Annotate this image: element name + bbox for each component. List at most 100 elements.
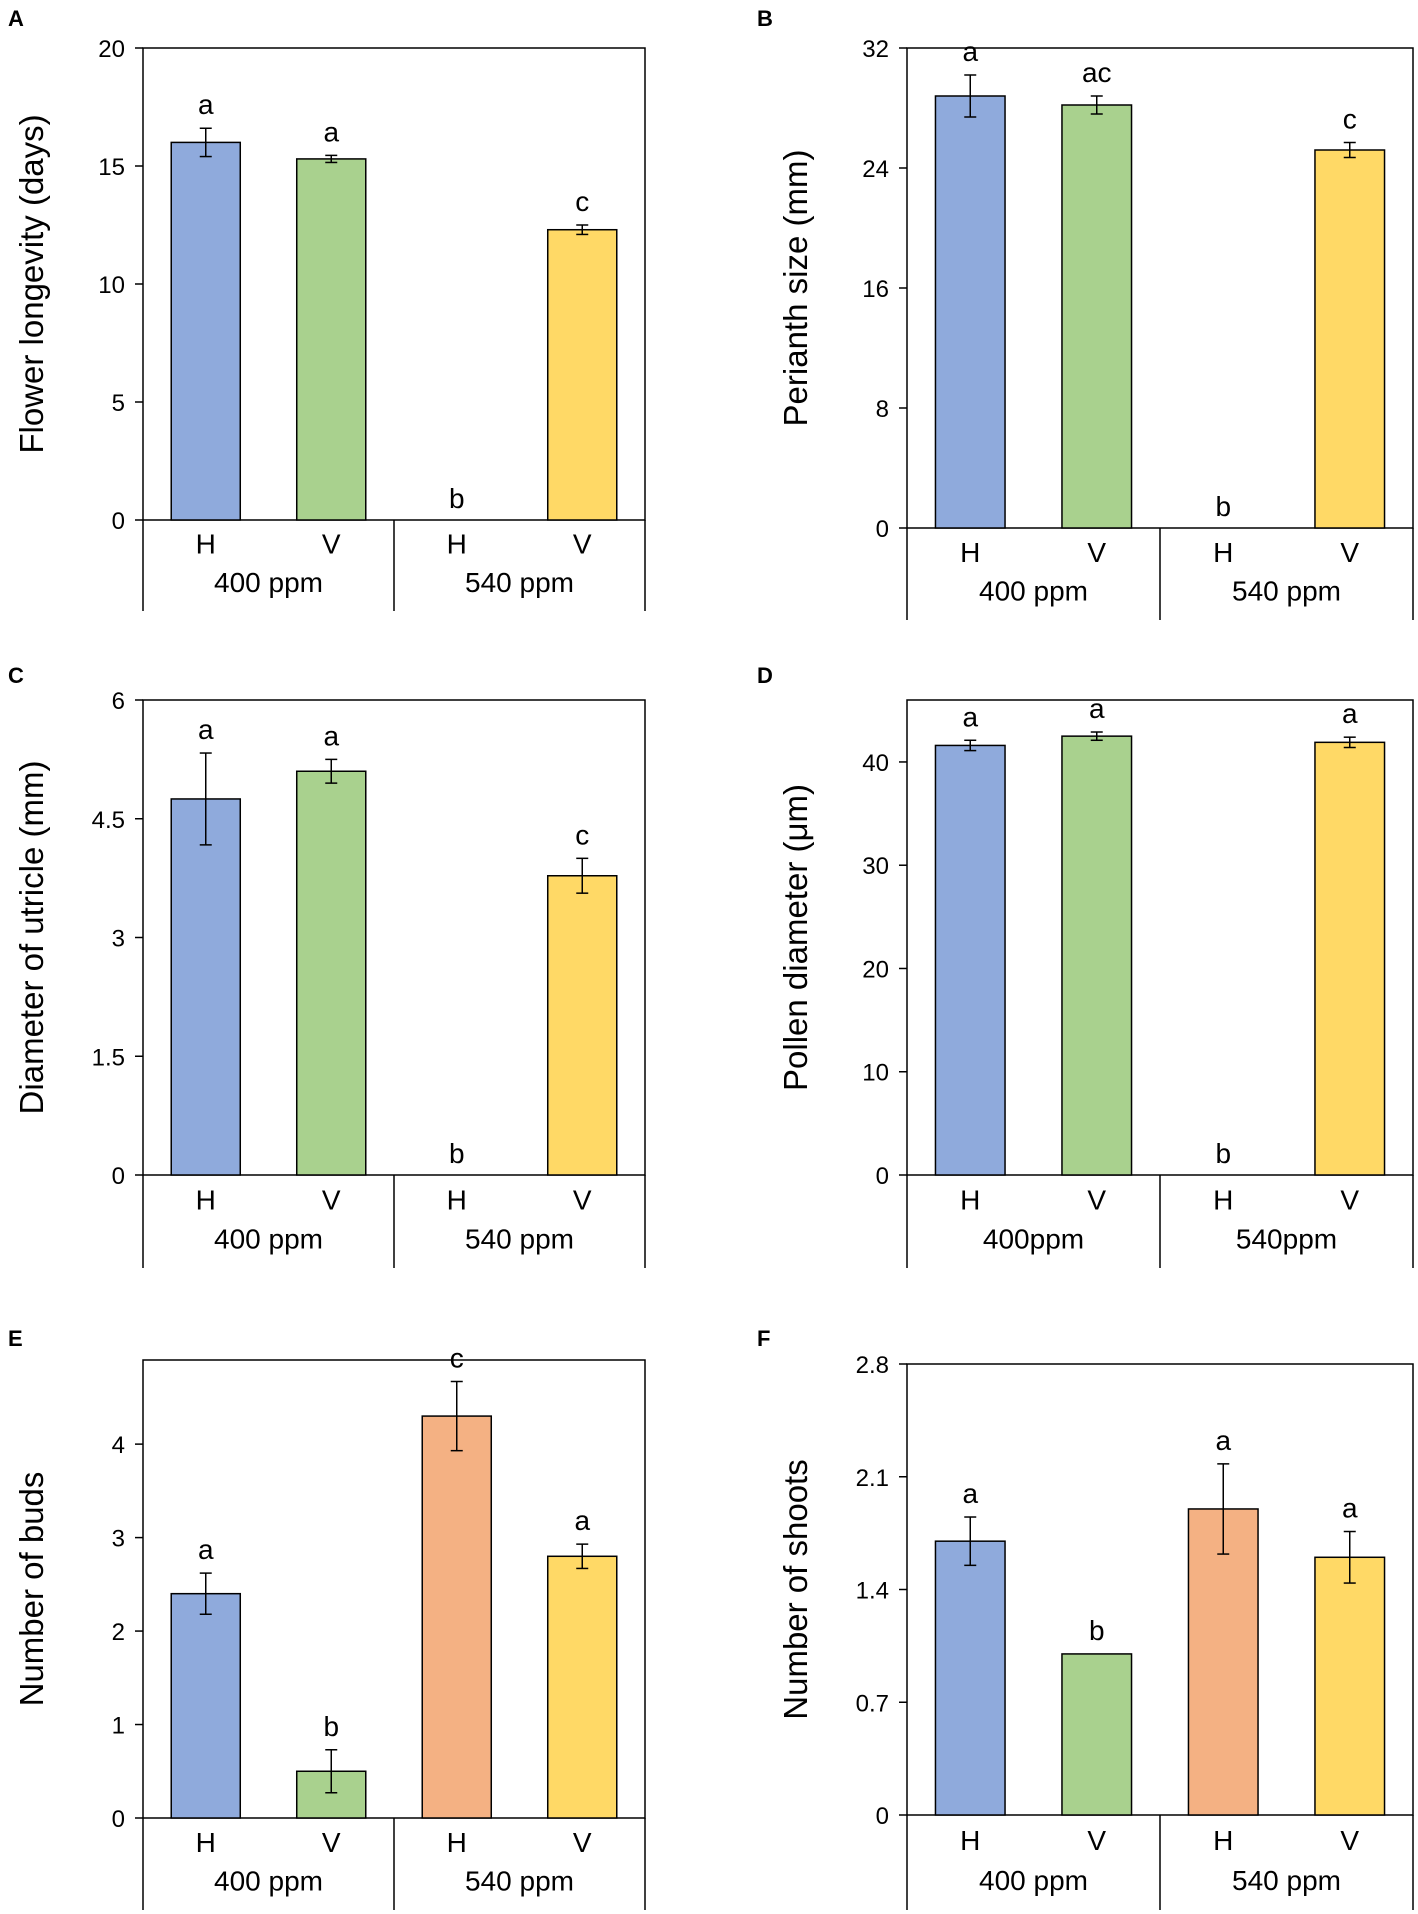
bar bbox=[1314, 1556, 1386, 1816]
y-tick-label: 10 bbox=[862, 1060, 889, 1087]
significance-label: a bbox=[962, 1478, 978, 1509]
bar bbox=[170, 1592, 242, 1819]
group-label: 540 ppm bbox=[465, 1866, 574, 1897]
significance-label: c bbox=[1343, 104, 1357, 135]
bar bbox=[546, 1555, 618, 1819]
significance-label: a bbox=[198, 1534, 214, 1565]
y-axis-label: Diameter of utricle (mm) bbox=[13, 761, 50, 1115]
y-tick-label: 20 bbox=[98, 36, 125, 63]
y-tick-label: 40 bbox=[862, 750, 889, 777]
y-tick-label: 0 bbox=[112, 1163, 125, 1190]
y-tick-label: 0 bbox=[876, 1163, 889, 1190]
significance-label: a bbox=[198, 714, 214, 745]
significance-label: a bbox=[323, 116, 339, 147]
panel-letter: B bbox=[757, 6, 773, 31]
category-label: V bbox=[573, 1184, 592, 1215]
bar bbox=[170, 141, 242, 521]
category-label: H bbox=[447, 529, 467, 560]
y-tick-label: 2.1 bbox=[856, 1465, 889, 1492]
significance-label: b bbox=[323, 1711, 339, 1742]
y-tick-label: 20 bbox=[862, 956, 889, 983]
panel-b: B 0 8 16 24 32 Perianth size (mm) 400 ppm a Hac V 5… bbox=[757, 6, 1414, 620]
y-tick-label: 1.4 bbox=[856, 1578, 889, 1605]
y-tick-label: 32 bbox=[862, 36, 889, 63]
group-label: 400 ppm bbox=[979, 1865, 1088, 1896]
significance-label: a bbox=[1342, 698, 1358, 729]
category-label: V bbox=[1340, 537, 1359, 568]
significance-label: c bbox=[450, 1342, 464, 1373]
category-label: V bbox=[322, 1184, 341, 1215]
y-tick-label: 1.5 bbox=[92, 1044, 125, 1071]
category-label: H bbox=[1213, 537, 1233, 568]
bar bbox=[1061, 104, 1133, 529]
category-label: V bbox=[1087, 537, 1106, 568]
category-label: V bbox=[1087, 1825, 1106, 1856]
panel-a: A 0 5 10 15 20 Flower longevity (days) 400 ppm a… bbox=[8, 6, 646, 611]
significance-label: a bbox=[323, 720, 339, 751]
y-axis-label: Number of buds bbox=[13, 1472, 50, 1707]
y-tick-label: 10 bbox=[98, 272, 125, 299]
group-label: 400 ppm bbox=[214, 1866, 323, 1897]
category-label: H bbox=[1213, 1184, 1233, 1215]
y-tick-label: 5 bbox=[112, 390, 125, 417]
bar bbox=[1061, 1653, 1133, 1816]
panel-letter: A bbox=[8, 6, 24, 31]
significance-label: a bbox=[1342, 1493, 1358, 1524]
bar bbox=[421, 1415, 493, 1819]
panel-letter: D bbox=[757, 663, 773, 688]
panel-d: D 0 10 20 30 40 Pollen diameter (μm) 400ppm a Ha V… bbox=[757, 663, 1414, 1268]
group-label: 400ppm bbox=[983, 1223, 1084, 1254]
bar bbox=[934, 744, 1006, 1176]
y-tick-label: 0 bbox=[876, 1803, 889, 1830]
bar bbox=[295, 770, 367, 1176]
y-tick-label: 2.8 bbox=[856, 1352, 889, 1379]
significance-label: b bbox=[449, 1138, 465, 1169]
y-tick-label: 16 bbox=[862, 276, 889, 303]
panel-letter: C bbox=[8, 663, 24, 688]
y-tick-label: 4.5 bbox=[92, 807, 125, 834]
significance-label: a bbox=[1215, 1425, 1231, 1456]
y-tick-label: 1 bbox=[112, 1713, 125, 1740]
significance-label: c bbox=[575, 186, 589, 217]
significance-label: c bbox=[575, 819, 589, 850]
bar bbox=[546, 875, 618, 1176]
group-label: 540 ppm bbox=[465, 1223, 574, 1254]
category-label: H bbox=[196, 529, 216, 560]
category-label: H bbox=[1213, 1825, 1233, 1856]
category-label: V bbox=[573, 529, 592, 560]
bar bbox=[1314, 741, 1386, 1176]
y-tick-label: 0.7 bbox=[856, 1690, 889, 1717]
significance-label: a bbox=[198, 89, 214, 120]
significance-label: b bbox=[1089, 1615, 1105, 1646]
y-tick-label: 0 bbox=[112, 1806, 125, 1833]
y-axis-label: Pollen diameter (μm) bbox=[777, 784, 814, 1091]
category-label: V bbox=[1087, 1184, 1106, 1215]
y-tick-label: 15 bbox=[98, 154, 125, 181]
bar bbox=[546, 228, 618, 521]
significance-label: b bbox=[449, 483, 465, 514]
significance-label: a bbox=[574, 1505, 590, 1536]
significance-label: a bbox=[1089, 693, 1105, 724]
y-axis-label: Flower longevity (days) bbox=[13, 114, 50, 453]
y-tick-label: 8 bbox=[876, 396, 889, 423]
bar bbox=[1187, 1508, 1259, 1816]
y-tick-label: 30 bbox=[862, 853, 889, 880]
group-label: 540 ppm bbox=[1232, 1865, 1341, 1896]
significance-label: a bbox=[962, 36, 978, 67]
y-tick-label: 3 bbox=[112, 926, 125, 953]
category-label: V bbox=[322, 529, 341, 560]
category-label: V bbox=[1340, 1184, 1359, 1215]
group-label: 540ppm bbox=[1236, 1223, 1337, 1254]
panel-letter: E bbox=[8, 1326, 23, 1351]
y-axis-label: Number of shoots bbox=[777, 1459, 814, 1719]
category-label: H bbox=[196, 1827, 216, 1858]
category-label: H bbox=[960, 1825, 980, 1856]
category-label: V bbox=[573, 1827, 592, 1858]
group-label: 540 ppm bbox=[465, 567, 574, 598]
significance-label: b bbox=[1215, 1138, 1231, 1169]
y-tick-label: 0 bbox=[876, 516, 889, 543]
y-tick-label: 24 bbox=[862, 156, 889, 183]
bar bbox=[1314, 149, 1386, 529]
